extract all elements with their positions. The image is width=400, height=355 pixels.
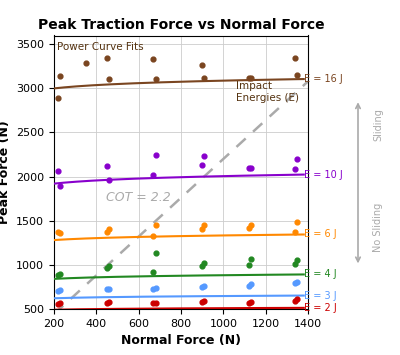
Point xyxy=(152,222,159,228)
Point xyxy=(199,299,205,305)
Text: E = 6 J: E = 6 J xyxy=(304,229,337,240)
Point xyxy=(199,162,205,168)
Point xyxy=(55,301,62,307)
Text: Power Curve Fits: Power Curve Fits xyxy=(57,42,144,52)
Point xyxy=(292,280,298,286)
Point xyxy=(294,279,301,284)
Point xyxy=(55,273,62,278)
Point xyxy=(106,299,112,305)
Point xyxy=(248,165,254,171)
Point xyxy=(248,257,254,262)
Point xyxy=(55,229,62,235)
Point xyxy=(199,226,205,231)
Point xyxy=(246,262,252,268)
Point xyxy=(104,286,110,292)
Text: E = 2 J: E = 2 J xyxy=(304,303,337,313)
Text: Impact
Energies (E): Impact Energies (E) xyxy=(236,81,299,103)
Text: E = 3 J: E = 3 J xyxy=(304,290,337,301)
Point xyxy=(55,169,62,174)
Point xyxy=(152,76,159,82)
Point xyxy=(104,229,110,235)
Point xyxy=(106,286,112,291)
Point xyxy=(104,266,110,271)
X-axis label: Normal Force (N): Normal Force (N) xyxy=(121,334,241,347)
Point xyxy=(106,263,112,268)
Point xyxy=(57,231,64,236)
Text: E = 16 J: E = 16 J xyxy=(304,74,343,84)
Point xyxy=(150,286,157,291)
Point xyxy=(106,226,112,232)
Point xyxy=(57,300,64,306)
Point xyxy=(55,95,62,101)
Point xyxy=(152,153,159,158)
Point xyxy=(150,300,157,306)
Point xyxy=(55,288,62,294)
Point xyxy=(246,225,252,231)
Point xyxy=(294,219,301,224)
Text: No Sliding: No Sliding xyxy=(373,203,383,252)
Point xyxy=(248,222,254,228)
Point xyxy=(201,153,208,159)
Point xyxy=(152,300,159,306)
Text: E = 10 J: E = 10 J xyxy=(304,170,343,180)
Point xyxy=(294,296,301,302)
Point xyxy=(57,73,64,79)
Point xyxy=(57,271,64,277)
Point xyxy=(82,60,89,66)
Point xyxy=(150,233,157,239)
Point xyxy=(294,257,301,263)
Title: Peak Traction Force vs Normal Force: Peak Traction Force vs Normal Force xyxy=(38,17,324,32)
Point xyxy=(201,222,208,228)
Point xyxy=(201,284,208,289)
Point xyxy=(201,260,208,266)
Point xyxy=(292,261,298,267)
Point xyxy=(246,300,252,306)
Point xyxy=(248,281,254,287)
Point xyxy=(104,55,110,60)
Point xyxy=(104,300,110,306)
Point xyxy=(199,263,205,268)
Point xyxy=(152,285,159,290)
Point xyxy=(201,298,208,304)
Point xyxy=(106,76,112,82)
Point xyxy=(57,288,64,293)
Text: COT = 2.2: COT = 2.2 xyxy=(106,191,171,204)
Point xyxy=(150,172,157,178)
Point xyxy=(57,184,64,189)
Point xyxy=(152,251,159,256)
Point xyxy=(246,165,252,171)
Point xyxy=(104,163,110,169)
Point xyxy=(294,72,301,78)
Point xyxy=(292,166,298,171)
Point xyxy=(106,177,112,183)
Point xyxy=(246,75,252,81)
Point xyxy=(199,62,205,68)
Point xyxy=(246,283,252,289)
Point xyxy=(199,284,205,290)
Point xyxy=(201,75,208,81)
Point xyxy=(292,56,298,61)
Text: E = 4 J: E = 4 J xyxy=(304,269,337,279)
Point xyxy=(248,75,254,81)
Point xyxy=(292,229,298,235)
Text: Sliding: Sliding xyxy=(373,108,383,141)
Point xyxy=(150,269,157,275)
Point xyxy=(292,298,298,304)
Point xyxy=(248,299,254,305)
Point xyxy=(150,56,157,62)
Y-axis label: Peak Force (N): Peak Force (N) xyxy=(0,120,10,224)
Point xyxy=(294,156,301,162)
